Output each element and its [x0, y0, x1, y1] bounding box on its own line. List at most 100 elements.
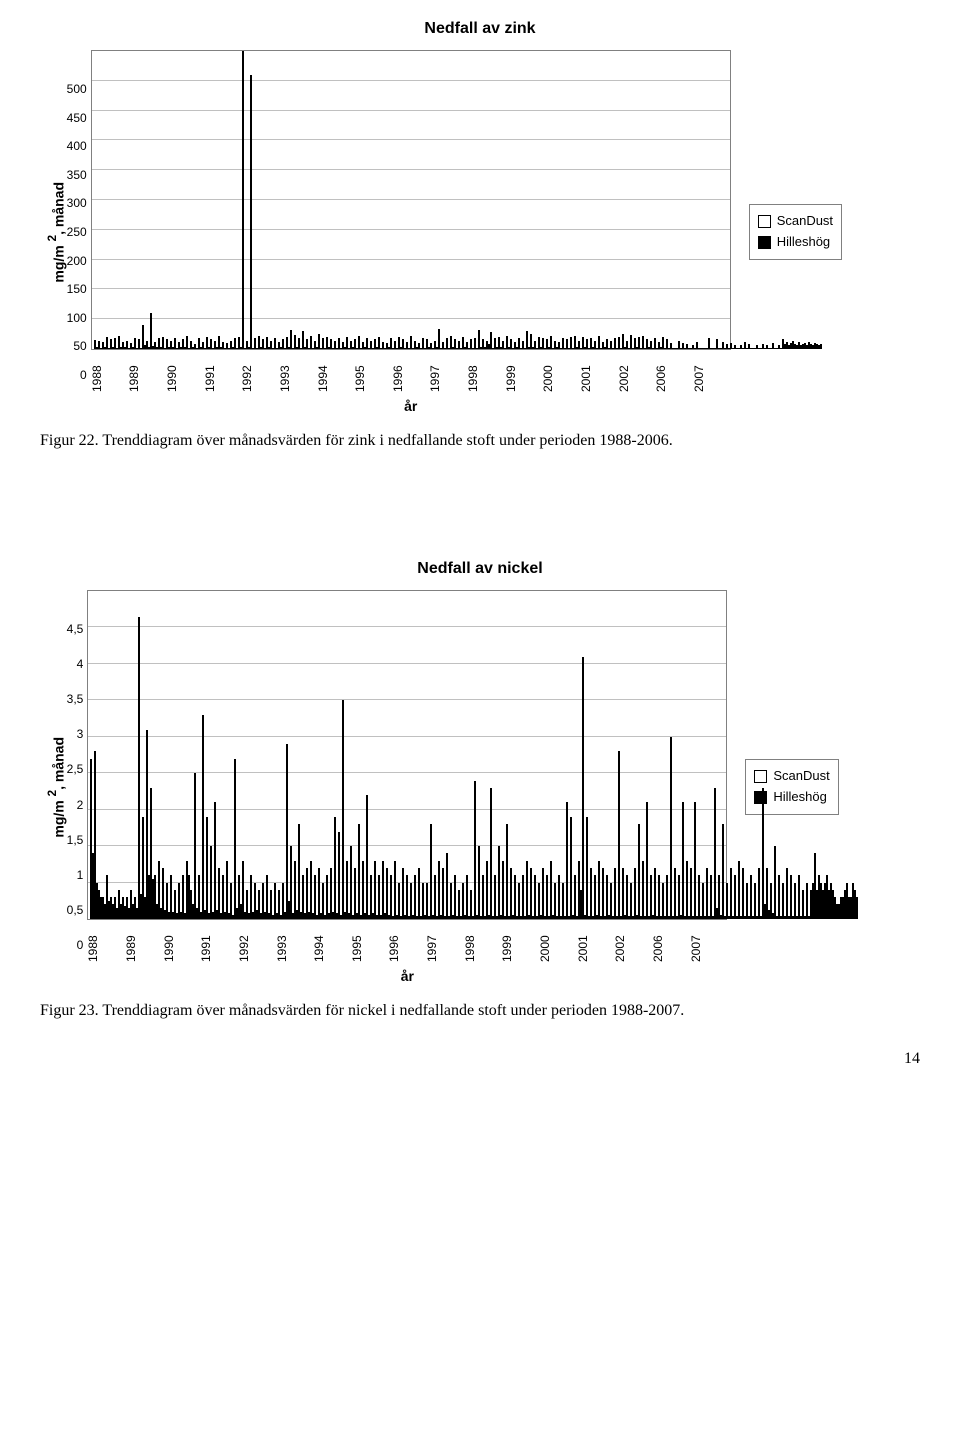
bar-scandust — [670, 737, 672, 919]
bar-scandust — [194, 773, 196, 919]
ytick-label: 2 — [77, 798, 84, 812]
bar-scandust — [542, 868, 544, 919]
nickel-xlabel: år — [87, 968, 727, 984]
bar-scandust — [778, 875, 780, 919]
ytick-label: 4 — [77, 657, 84, 671]
bar-scandust — [574, 875, 576, 919]
bar-scandust — [322, 883, 324, 919]
bar-scandust — [458, 890, 460, 919]
nickel-yticks: 4,543,532,521,510,50 — [67, 622, 88, 952]
bar-scandust — [366, 795, 368, 919]
bar-scandust — [686, 861, 688, 919]
bar-scandust — [774, 846, 776, 919]
bar-scandust — [210, 846, 212, 919]
ytick-label: 450 — [67, 111, 87, 125]
bar-scandust — [782, 883, 784, 919]
bar-scandust — [546, 875, 548, 919]
bar-scandust — [806, 883, 808, 919]
bar-scandust — [682, 802, 684, 919]
bar-scandust — [586, 817, 588, 919]
ytick-label: 400 — [67, 139, 87, 153]
zinc-ylabel: mg/m 2, månad — [40, 182, 67, 283]
bar-scandust — [594, 875, 596, 919]
xtick-label: 1999 — [505, 354, 543, 392]
bar-scandust — [794, 883, 796, 919]
bar-scandust — [646, 802, 648, 919]
ytick-label: 50 — [73, 339, 86, 353]
bar-scandust — [610, 883, 612, 919]
bar-scandust — [206, 817, 208, 919]
bar-scandust — [706, 868, 708, 919]
bar-scandust — [722, 824, 724, 919]
bar-scandust — [494, 875, 496, 919]
zinc-yticks: 500450400350300250200150100500 — [67, 82, 91, 382]
zinc-chart-block: Nedfall av zink mg/m 2, månad 5004504003… — [40, 20, 920, 450]
bar-scandust — [678, 875, 680, 919]
zinc-caption: Figur 22. Trenddiagram över månadsvärden… — [40, 432, 920, 450]
xtick-label: 1988 — [87, 924, 125, 962]
bar-scandust — [562, 883, 564, 919]
bar-scandust — [638, 824, 640, 919]
bar-scandust — [290, 330, 292, 349]
bar-scandust — [242, 861, 244, 919]
bar-scandust — [530, 868, 532, 919]
ytick-label: 4,5 — [67, 622, 84, 636]
bar-scandust — [394, 861, 396, 919]
ytick-label: 0,5 — [67, 903, 84, 917]
bar-scandust — [506, 824, 508, 919]
bar-scandust — [402, 868, 404, 919]
bar-scandust — [438, 861, 440, 919]
bar-scandust — [718, 875, 720, 919]
xtick-label: 1997 — [426, 924, 464, 962]
bar-scandust — [290, 846, 292, 919]
bar-scandust — [626, 875, 628, 919]
bar-scandust — [522, 875, 524, 919]
bar-scandust — [490, 332, 492, 349]
bar-scandust — [642, 861, 644, 919]
bar-scandust — [566, 802, 568, 919]
bar-scandust — [786, 868, 788, 919]
bar-scandust — [422, 883, 424, 919]
xtick-label: 1989 — [125, 924, 163, 962]
bar-scandust — [614, 868, 616, 919]
bar-scandust — [454, 875, 456, 919]
bar-scandust — [554, 883, 556, 919]
bar-scandust — [598, 861, 600, 919]
bar-scandust — [590, 868, 592, 919]
bar-scandust — [802, 890, 804, 919]
ytick-label: 2,5 — [67, 762, 84, 776]
bar-scandust — [622, 868, 624, 919]
xtick-label: 2007 — [693, 354, 731, 392]
ytick-label: 0 — [77, 938, 84, 952]
bar-scandust — [666, 875, 668, 919]
zinc-plot — [91, 50, 731, 350]
xtick-label: 1990 — [163, 924, 201, 962]
bar-scandust — [730, 868, 732, 919]
zinc-xlabel: år — [91, 398, 731, 414]
ytick-label: 1 — [77, 868, 84, 882]
bar-scandust — [286, 744, 288, 919]
bar-scandust — [856, 897, 858, 919]
bar-scandust — [298, 824, 300, 919]
bar-scandust — [470, 890, 472, 919]
ytick-label: 3 — [77, 727, 84, 741]
bar-scandust — [734, 875, 736, 919]
xtick-label: 1996 — [388, 924, 426, 962]
bar-scandust — [790, 875, 792, 919]
bar-scandust — [634, 868, 636, 919]
xtick-label: 1995 — [354, 354, 392, 392]
xtick-label: 2000 — [539, 924, 577, 962]
bar-scandust — [242, 51, 244, 349]
bar-scandust — [758, 868, 760, 919]
xtick-label: 2001 — [580, 354, 618, 392]
bar-scandust — [746, 883, 748, 919]
bar-scandust — [694, 802, 696, 919]
bar-scandust — [742, 868, 744, 919]
xtick-label: 1993 — [276, 924, 314, 962]
bar-scandust — [214, 802, 216, 919]
bar-scandust — [510, 868, 512, 919]
bar-scandust — [250, 75, 252, 349]
bar-scandust — [474, 781, 476, 919]
xtick-label: 1999 — [501, 924, 539, 962]
bar-scandust — [202, 715, 204, 919]
